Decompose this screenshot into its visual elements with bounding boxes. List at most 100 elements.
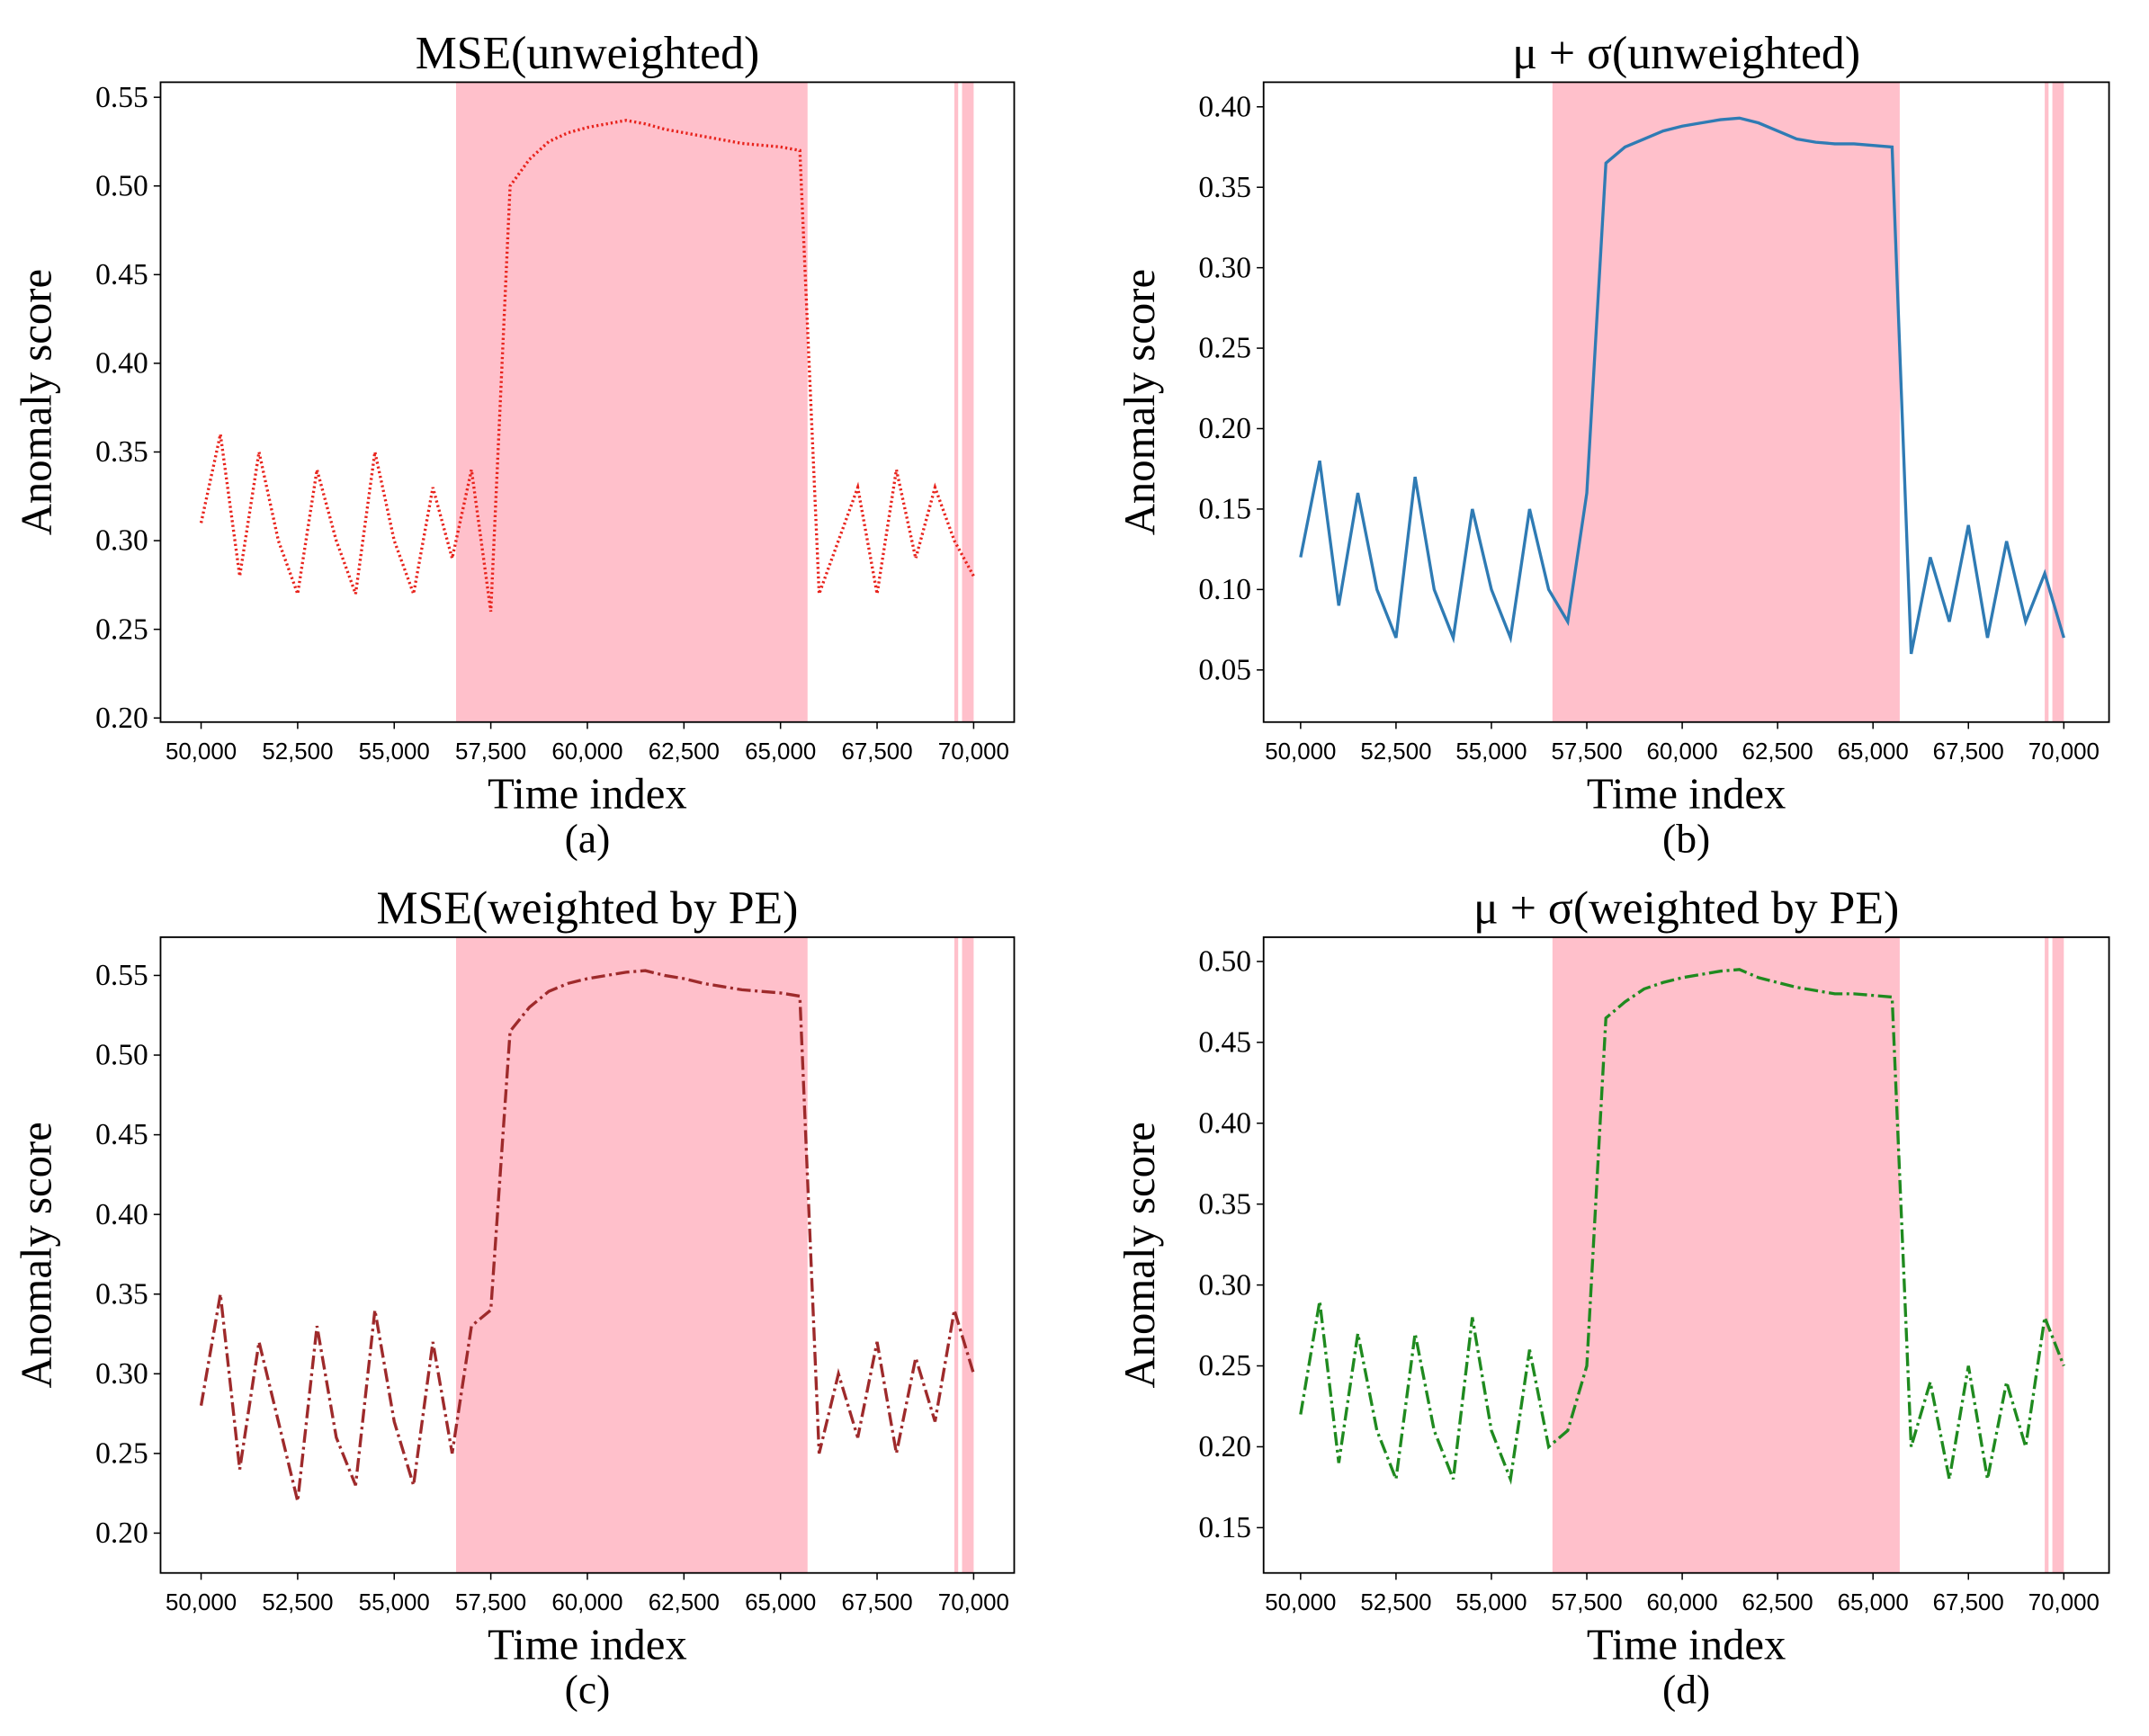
- x-tick-label: 55,000: [359, 739, 430, 765]
- y-tick-label: 0.55: [95, 81, 148, 114]
- y-tick-label: 0.30: [95, 1357, 148, 1391]
- x-tick-label: 57,500: [1551, 739, 1622, 765]
- anomaly-span: [2052, 936, 2064, 1573]
- anomaly-span: [2045, 82, 2049, 722]
- x-tick-label: 60,000: [1647, 739, 1718, 765]
- x-axis-label: Time index: [488, 770, 687, 819]
- x-tick-label: 62,500: [1742, 739, 1813, 765]
- y-tick-label: 0.35: [1198, 1187, 1251, 1221]
- y-tick-label: 0.35: [1198, 171, 1251, 204]
- y-axis-label: Anomaly score: [13, 269, 61, 535]
- y-tick-label: 0.45: [95, 1118, 148, 1151]
- x-tick-label: 65,000: [745, 1590, 816, 1615]
- anomaly-span: [2045, 936, 2049, 1573]
- x-tick-label: 65,000: [1838, 739, 1909, 765]
- x-tick-label: 57,500: [1551, 1590, 1622, 1615]
- panel: 50,000 52,500 55,000 57,500 60,000 62,500 65,0…: [13, 883, 1016, 1712]
- series-line: [1299, 968, 2065, 1485]
- anomaly-span: [954, 936, 959, 1573]
- y-tick-label: 0.40: [1198, 90, 1251, 123]
- x-tick-label: 67,500: [1933, 1590, 2004, 1615]
- y-tick-label: 0.50: [1198, 945, 1251, 979]
- x-tick-label: 52,500: [1360, 1590, 1431, 1615]
- plot-frame: [1262, 936, 2110, 1574]
- x-tick-label: 70,000: [2028, 739, 2100, 765]
- x-tick-label: 67,500: [841, 739, 912, 765]
- x-tick-label: 52,500: [262, 1590, 333, 1615]
- y-tick-label: 0.20: [1198, 412, 1251, 445]
- anomaly-span: [2052, 82, 2064, 722]
- chart-title: μ + σ(unweighted): [1512, 28, 1860, 79]
- y-axis-label: Anomaly score: [1115, 1122, 1164, 1388]
- x-tick-label: 70,000: [938, 1590, 1009, 1615]
- y-tick-label: 0.40: [95, 347, 148, 380]
- y-axis-label: Anomaly score: [13, 1122, 61, 1388]
- x-tick-label: 62,500: [1742, 1590, 1813, 1615]
- y-tick-label: 0.30: [1198, 1268, 1251, 1302]
- anomaly-span: [962, 82, 974, 722]
- y-tick-label: 0.05: [1198, 653, 1251, 686]
- panel: 50,000 52,500 55,000 57,500 60,000 62,500 65,0…: [1115, 883, 2110, 1712]
- y-tick-label: 0.15: [1198, 1511, 1251, 1544]
- x-tick-label: 52,500: [1360, 739, 1431, 765]
- x-tick-label: 65,000: [745, 739, 816, 765]
- x-tick-label: 55,000: [359, 1590, 430, 1615]
- series-line: [199, 969, 975, 1502]
- y-tick-label: 0.35: [95, 435, 148, 469]
- y-tick-label: 0.25: [95, 1437, 148, 1471]
- chart-title: MSE(weighted by PE): [377, 883, 799, 935]
- x-tick-label: 62,500: [649, 739, 720, 765]
- panel: 50,000 52,500 55,000 57,500 60,000 62,500 65,0…: [1115, 28, 2110, 861]
- x-tick-label: 50,000: [166, 739, 237, 765]
- y-tick-label: 0.40: [95, 1198, 148, 1231]
- panel: 50,000 52,500 55,000 57,500 60,000 62,500 65,0…: [13, 28, 1016, 861]
- x-tick-label: 57,500: [455, 739, 526, 765]
- y-tick-label: 0.50: [95, 1039, 148, 1072]
- anomaly-span: [1552, 82, 1900, 722]
- x-tick-label: 70,000: [938, 739, 1009, 765]
- x-tick-label: 67,500: [1933, 739, 2004, 765]
- y-axis-label: Anomaly score: [1115, 269, 1164, 535]
- x-tick-label: 70,000: [2028, 1590, 2100, 1615]
- anomaly-span: [962, 936, 974, 1573]
- series-line: [1299, 116, 2065, 655]
- y-tick-label: 0.25: [95, 613, 148, 646]
- x-tick-label: 50,000: [166, 1590, 237, 1615]
- x-tick-label: 60,000: [551, 739, 622, 765]
- caption: (b): [1662, 815, 1710, 861]
- y-tick-label: 0.15: [1198, 493, 1251, 526]
- y-tick-label: 0.25: [1198, 332, 1251, 365]
- y-tick-label: 0.45: [1198, 1025, 1251, 1059]
- y-tick-label: 0.20: [95, 1517, 148, 1550]
- y-tick-label: 0.35: [95, 1277, 148, 1311]
- y-tick-label: 0.50: [95, 169, 148, 202]
- x-tick-label: 67,500: [841, 1590, 912, 1615]
- y-tick-label: 0.55: [95, 959, 148, 992]
- x-tick-label: 55,000: [1455, 1590, 1527, 1615]
- series-line: [199, 119, 975, 613]
- anomaly-span: [455, 936, 808, 1573]
- x-tick-label: 50,000: [1265, 739, 1336, 765]
- y-tick-label: 0.20: [1198, 1430, 1251, 1463]
- x-tick-label: 60,000: [1647, 1590, 1718, 1615]
- x-tick-label: 55,000: [1455, 739, 1527, 765]
- x-tick-label: 62,500: [649, 1590, 720, 1615]
- x-axis-label: Time index: [1587, 1621, 1786, 1669]
- plot-frame: [1262, 81, 2110, 723]
- caption: (c): [565, 1666, 611, 1712]
- chart-title: MSE(unweighted): [416, 28, 760, 79]
- anomaly-span: [954, 82, 959, 722]
- y-tick-label: 0.45: [95, 258, 148, 291]
- x-tick-label: 57,500: [455, 1590, 526, 1615]
- x-tick-label: 50,000: [1265, 1590, 1336, 1615]
- chart-title: μ + σ(weighted by PE): [1473, 883, 1899, 935]
- x-tick-label: 60,000: [551, 1590, 622, 1615]
- y-tick-label: 0.30: [1198, 251, 1251, 284]
- anomaly-span: [1552, 936, 1900, 1573]
- x-axis-label: Time index: [1587, 770, 1786, 819]
- y-tick-label: 0.20: [95, 702, 148, 735]
- caption: (a): [565, 815, 611, 861]
- caption: (d): [1662, 1666, 1710, 1712]
- y-tick-label: 0.10: [1198, 573, 1251, 606]
